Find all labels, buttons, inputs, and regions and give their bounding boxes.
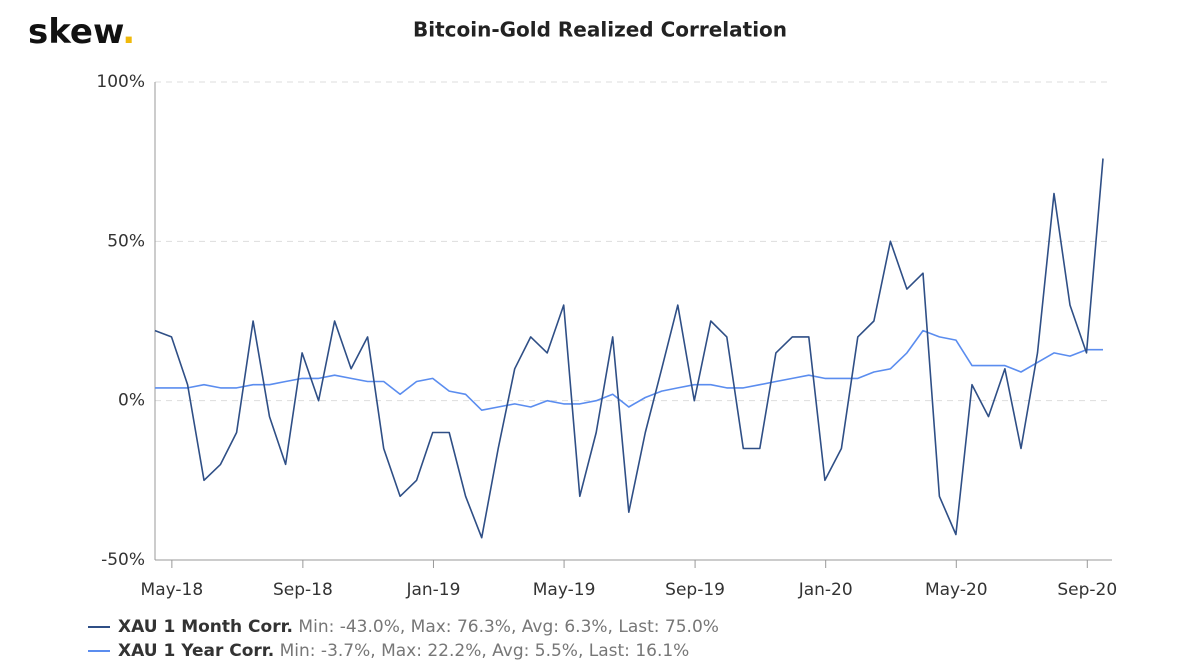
legend-stats: Min: -43.0%, Max: 76.3%, Avg: 6.3%, Last… (298, 617, 719, 637)
logo-dot: . (122, 12, 135, 52)
y-tick-label: 0% (118, 391, 145, 411)
x-tick-label: May-18 (141, 580, 204, 600)
series-line (154, 158, 1104, 539)
y-tick-label: -50% (101, 550, 145, 570)
chart-title: Bitcoin-Gold Realized Correlation (413, 18, 787, 42)
legend-entry: XAU 1 Year Corr. Min: -3.7%, Max: 22.2%,… (118, 641, 689, 661)
x-tick-label: Sep-19 (665, 580, 725, 600)
series-line (155, 329, 1103, 411)
x-tick-label: May-20 (925, 580, 988, 600)
y-tick-label: 50% (107, 231, 145, 251)
x-tick-label: Sep-18 (273, 580, 333, 600)
logo: skew. (28, 12, 135, 52)
legend-name: XAU 1 Month Corr. (118, 617, 293, 637)
x-tick-label: Jan-20 (798, 580, 853, 600)
legend-stats: Min: -3.7%, Max: 22.2%, Avg: 5.5%, Last:… (280, 641, 690, 661)
x-tick-label: Jan-19 (405, 580, 460, 600)
legend-name: XAU 1 Year Corr. (118, 641, 274, 661)
x-tick-label: Sep-20 (1057, 580, 1117, 600)
legend-entry: XAU 1 Month Corr. Min: -43.0%, Max: 76.3… (118, 617, 719, 637)
y-tick-label: 100% (96, 72, 145, 92)
x-tick-label: May-19 (533, 580, 596, 600)
logo-text: skew (28, 12, 124, 52)
